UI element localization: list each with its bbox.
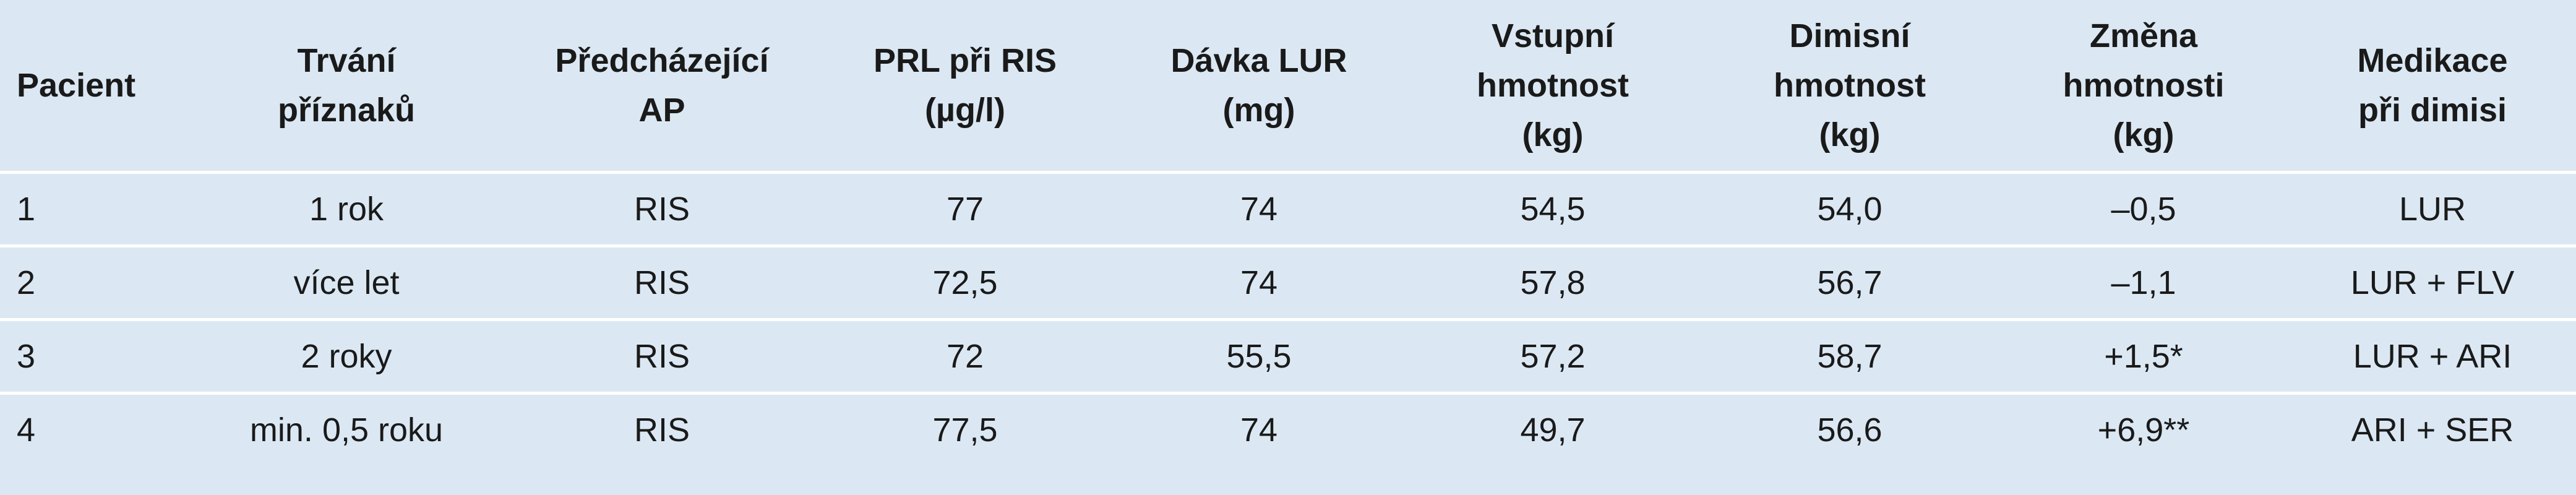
header-cell: Medikace při dimisi xyxy=(2289,0,2576,174)
table-cell: 2 roky xyxy=(186,319,507,395)
header-text: hmotnost xyxy=(1477,67,1629,104)
table-cell: ARI + SER xyxy=(2351,411,2514,449)
table-cell: LUR + ARI xyxy=(2289,319,2576,395)
table-cell: 57,8 xyxy=(1404,246,1701,321)
table-cell: 54,0 xyxy=(1701,172,1998,248)
table-cell: LUR + FLV xyxy=(2289,246,2576,321)
table-cell: –0,5 xyxy=(1998,172,2289,248)
header-text: Dávka LUR xyxy=(1170,42,1347,79)
header-row: Pacient Trvání příznaků Předcházející AP PRL … xyxy=(0,0,2576,174)
header-text: Pacient xyxy=(17,67,136,104)
table-cell: +6,9** xyxy=(2097,411,2190,449)
table-cell: 55,5 xyxy=(1114,319,1404,395)
header-text: Změna xyxy=(2089,17,2198,54)
table-cell: min. 0,5 roku xyxy=(249,411,444,449)
header-cell: Trvání příznaků xyxy=(186,0,507,174)
table-cell: 57,2 xyxy=(1404,319,1701,395)
table-cell: 4 xyxy=(17,411,36,449)
header-text: AP xyxy=(638,92,685,129)
table-cell: RIS xyxy=(507,246,817,321)
header-cell: Změna hmotnosti (kg) xyxy=(1998,0,2289,174)
header-cell: Dimisní hmotnost (kg) xyxy=(1701,0,1998,174)
header-text: Předcházející xyxy=(555,42,769,79)
table-row: 4 min. 0,5 roku RIS 77,5 74 49,7 56,6 +6,9** ARI… xyxy=(0,394,2576,466)
header-cell: PRL při RIS (µg/l) xyxy=(817,0,1114,174)
table-cell: +1,5* xyxy=(1998,319,2289,395)
header-cell: Pacient xyxy=(0,0,186,174)
header-text: PRL při RIS xyxy=(873,42,1057,79)
table-cell: 58,7 xyxy=(1701,319,1998,395)
table-cell: 49,7 xyxy=(1520,411,1586,449)
table-cell: 2 xyxy=(0,246,186,321)
header-cell: Vstupní hmotnost (kg) xyxy=(1404,0,1701,174)
header-text: příznaků xyxy=(277,92,416,129)
table-cell: 74 xyxy=(1114,246,1404,321)
table-cell: RIS xyxy=(633,411,690,449)
header-text: (kg) xyxy=(1819,116,1881,153)
table-cell: RIS xyxy=(507,319,817,395)
header-text: Trvání xyxy=(297,42,396,79)
table-cell: 77 xyxy=(817,172,1114,248)
header-text: (µg/l) xyxy=(924,92,1006,129)
table-cell: 3 xyxy=(0,319,186,395)
table-cell: 77,5 xyxy=(932,411,998,449)
table-cell: více let xyxy=(186,246,507,321)
table-cell: LUR xyxy=(2289,172,2576,248)
table-row: 2 více let RIS 72,5 74 57,8 56,7 –1,1 LUR + FLV xyxy=(0,246,2576,321)
table-cell: 54,5 xyxy=(1404,172,1701,248)
header-cell: Předcházející AP xyxy=(507,0,817,174)
header-cell: Dávka LUR (mg) xyxy=(1114,0,1404,174)
table-cell: 74 xyxy=(1114,172,1404,248)
header-text: Dimisní xyxy=(1789,17,1910,54)
table-cell: 72,5 xyxy=(817,246,1114,321)
table-cell: RIS xyxy=(507,172,817,248)
header-text: při dimisi xyxy=(2358,92,2507,129)
header-text: hmotnosti xyxy=(2063,67,2225,104)
header-text: hmotnost xyxy=(1774,67,1926,104)
table-cell: 74 xyxy=(1240,411,1278,449)
data-table: Pacient Trvání příznaků Předcházející AP PRL … xyxy=(0,0,2576,466)
table-cell: 1 rok xyxy=(186,172,507,248)
header-text: (kg) xyxy=(2113,116,2175,153)
table-cell: –1,1 xyxy=(1998,246,2289,321)
table-cell: 72 xyxy=(817,319,1114,395)
header-text: Vstupní xyxy=(1492,17,1614,54)
header-text: Medikace xyxy=(2357,42,2508,79)
header-text: (kg) xyxy=(1522,116,1584,153)
table-cell: 1 xyxy=(0,172,186,248)
header-text: (mg) xyxy=(1222,92,1295,129)
table-cell: 56,6 xyxy=(1817,411,1883,449)
table-cell: 56,7 xyxy=(1701,246,1998,321)
